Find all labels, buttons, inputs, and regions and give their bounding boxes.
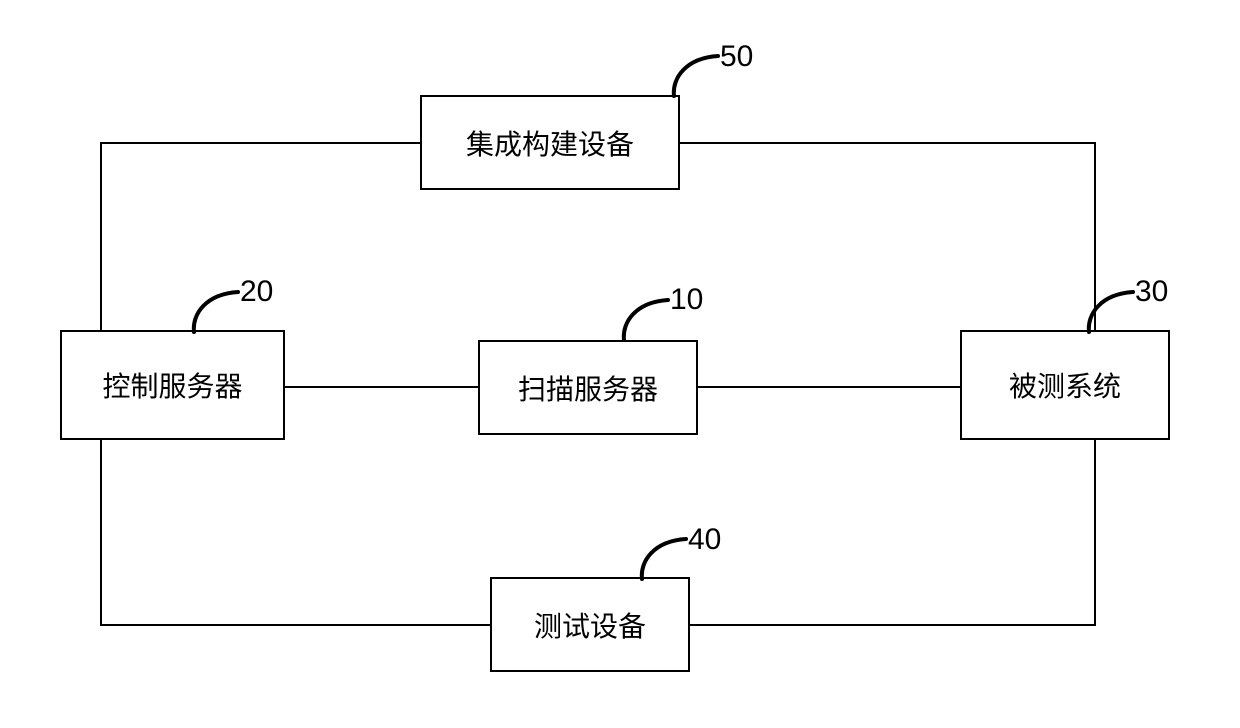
ref-label-20: 20 (240, 275, 273, 309)
callout-hook-30 (1083, 286, 1139, 334)
edge-top-left-v (100, 142, 102, 330)
node-system-under-test: 被测系统 (960, 330, 1170, 440)
callout-hook-50 (668, 50, 724, 98)
node-label: 集成构建设备 (466, 123, 634, 163)
edge-top-right-v (1094, 142, 1096, 330)
node-label: 控制服务器 (102, 365, 242, 405)
node-label: 扫描服务器 (518, 368, 658, 408)
edge-top-right-h (680, 142, 1096, 144)
node-test-device: 测试设备 (490, 577, 690, 672)
edge-bot-left-v (100, 440, 102, 624)
ref-label-10: 10 (670, 283, 703, 317)
callout-hook-10 (618, 294, 674, 342)
system-diagram: 集成构建设备 控制服务器 扫描服务器 被测系统 测试设备 50 20 10 30… (0, 0, 1240, 728)
node-scan-server: 扫描服务器 (478, 340, 698, 435)
edge-mid-left (285, 386, 478, 388)
node-integration-build: 集成构建设备 (420, 95, 680, 190)
ref-label-30: 30 (1135, 275, 1168, 309)
node-label: 被测系统 (1009, 365, 1121, 405)
edge-mid-right (698, 386, 960, 388)
callout-hook-40 (636, 533, 692, 581)
ref-label-50: 50 (720, 40, 753, 74)
edge-top-left-h (100, 142, 420, 144)
callout-hook-20 (188, 286, 244, 334)
ref-label-40: 40 (688, 523, 721, 557)
node-control-server: 控制服务器 (60, 330, 285, 440)
edge-bot-right-v (1094, 440, 1096, 626)
edge-bot-right-h (690, 624, 1096, 626)
node-label: 测试设备 (534, 605, 646, 645)
edge-bot-left-h (100, 624, 490, 626)
